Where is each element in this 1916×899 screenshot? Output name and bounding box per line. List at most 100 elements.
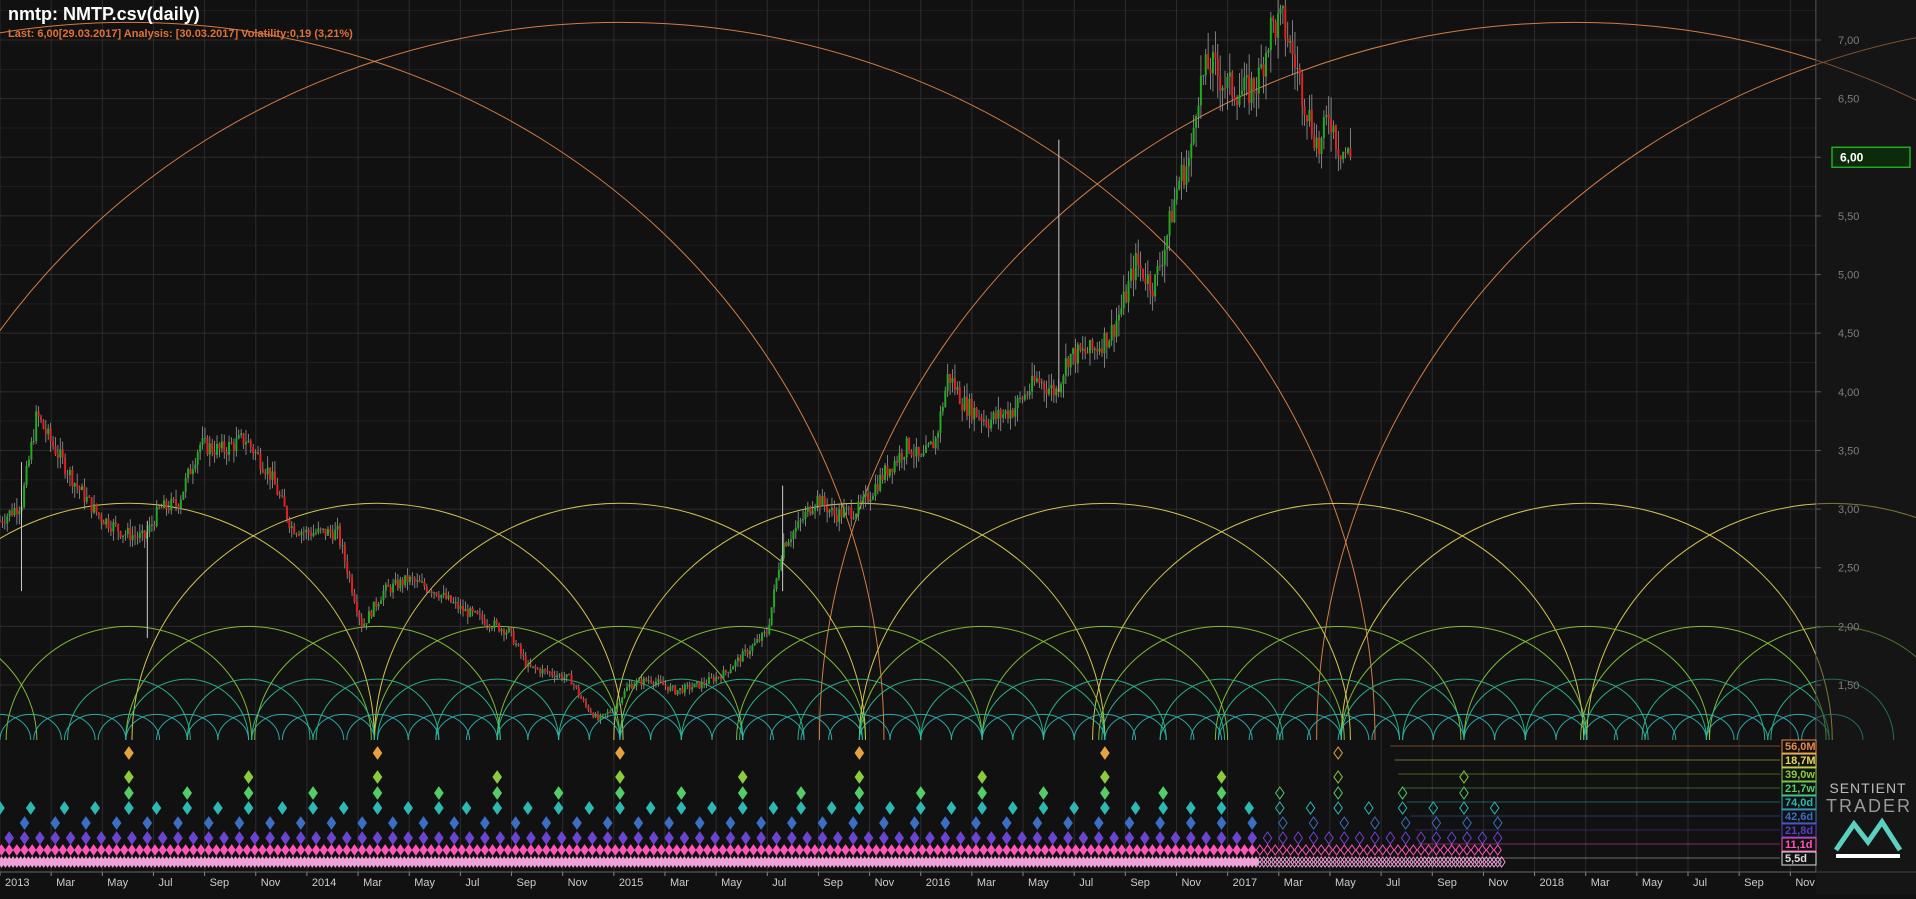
candle-body <box>489 625 491 628</box>
candle-body <box>879 475 881 491</box>
candle-body <box>920 456 922 457</box>
candle-body <box>891 469 893 472</box>
candle-body <box>358 612 360 618</box>
candle-body <box>264 472 266 474</box>
candle-body <box>877 484 879 491</box>
candle-body <box>460 606 462 609</box>
candle-body <box>657 679 659 682</box>
candle-body <box>1084 349 1086 353</box>
candle-body <box>308 530 310 533</box>
candle-body <box>906 438 908 457</box>
candle-body <box>190 469 192 474</box>
candle-body <box>26 466 28 485</box>
candle-body <box>1229 72 1231 77</box>
candle-body <box>889 469 891 476</box>
candle-body <box>124 534 126 535</box>
candle-body <box>679 688 681 690</box>
candle-body <box>1154 275 1156 296</box>
candle-body <box>1267 50 1269 52</box>
candle-body <box>38 411 40 416</box>
candle-body <box>959 387 961 404</box>
candle-body <box>443 593 445 595</box>
candle-body <box>1113 325 1115 337</box>
candle-body <box>1299 68 1301 74</box>
candle-body <box>469 608 471 617</box>
candle-body <box>448 595 450 598</box>
candle-body <box>1031 376 1033 392</box>
candle-body <box>279 495 281 496</box>
candle-body <box>660 679 662 681</box>
x-tick-label: May <box>1642 877 1663 889</box>
candle-body <box>855 514 857 517</box>
candle-body <box>865 493 867 497</box>
candle-body <box>9 510 11 516</box>
candle-body <box>445 593 447 599</box>
candle-body <box>901 453 903 460</box>
candle-body <box>546 670 548 672</box>
candle-body <box>1217 58 1219 76</box>
candle-body <box>1164 250 1166 265</box>
candle-body <box>542 669 544 673</box>
candle-body <box>1318 138 1320 154</box>
brand-wordmark: SENTIENT TRADER <box>1826 780 1910 817</box>
candle-body <box>1149 274 1151 291</box>
candle-body <box>669 686 671 690</box>
candle-body <box>1301 74 1303 106</box>
candle-body <box>1036 378 1038 381</box>
candle-body <box>1070 354 1072 367</box>
candle-body <box>843 508 845 517</box>
candle-body <box>40 417 42 421</box>
candle-body <box>105 519 107 525</box>
candle-body <box>1185 166 1187 185</box>
candle-body <box>322 529 324 530</box>
candle-body <box>532 666 534 667</box>
candle-body <box>349 574 351 578</box>
candle-body <box>57 454 59 457</box>
candle-body <box>320 528 322 529</box>
candle-body <box>838 509 840 522</box>
candle-body <box>995 413 997 419</box>
candle-body <box>1125 291 1127 302</box>
candle-body <box>737 657 739 661</box>
candle-body <box>240 433 242 435</box>
candle-body <box>108 519 110 529</box>
candle-body <box>848 507 850 508</box>
candle-body <box>47 428 49 434</box>
candle-body <box>411 577 413 579</box>
x-tick-label: Nov <box>1488 877 1508 889</box>
candle-body <box>93 504 95 513</box>
candle-body <box>1333 126 1335 133</box>
candle-body <box>614 708 616 712</box>
candle-body <box>1210 69 1212 74</box>
candle-body <box>867 493 869 502</box>
candle-body <box>681 688 683 692</box>
candle-body <box>715 677 717 681</box>
x-tick-label: 2016 <box>926 877 950 889</box>
candle-body <box>385 585 387 591</box>
candle-body <box>691 687 693 689</box>
candle-body <box>1313 135 1315 149</box>
candle-body <box>1205 54 1207 75</box>
chart-subtitle: Last: 6,00[29.03.2017] Analysis: [30.03.… <box>8 28 353 40</box>
candle-body <box>1099 349 1101 352</box>
candle-body <box>1171 211 1173 222</box>
candle-body <box>218 444 220 448</box>
candle-body <box>1279 8 1281 13</box>
candle-body <box>554 675 556 677</box>
candle-body <box>751 645 753 651</box>
x-tick-label: Jul <box>772 877 786 889</box>
candle-body <box>274 471 276 484</box>
candle-body <box>214 452 216 455</box>
candle-body <box>325 529 327 536</box>
candle-body <box>597 714 599 720</box>
candle-body <box>0 521 1 522</box>
candle-body <box>1017 398 1019 408</box>
candle-body <box>1106 333 1108 348</box>
candle-body <box>4 523 6 524</box>
candle-body <box>759 639 761 641</box>
candle-body <box>626 687 628 691</box>
candle-body <box>33 441 35 442</box>
candle-body <box>141 531 143 533</box>
